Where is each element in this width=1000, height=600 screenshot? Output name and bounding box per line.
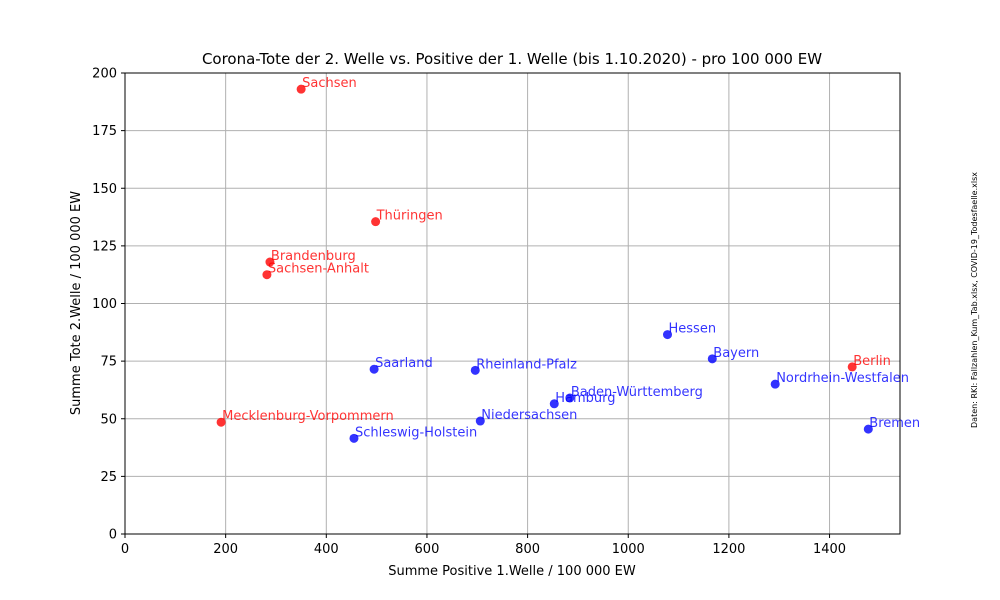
data-point <box>216 417 226 427</box>
data-point <box>549 399 559 409</box>
point-label: Hamburg <box>555 391 615 406</box>
data-point <box>475 416 485 426</box>
data-point <box>565 393 575 403</box>
point-label: Baden-Württemberg <box>571 385 703 400</box>
y-tick-label: 0 <box>109 528 117 543</box>
y-tick-label: 150 <box>92 182 117 197</box>
y-tick-label: 175 <box>92 124 117 139</box>
point-label: Rheinland-Pfalz <box>476 357 577 372</box>
grid <box>124 72 900 535</box>
data-point <box>707 354 717 364</box>
point-label: Nordrhein-Westfalen <box>776 371 909 386</box>
y-tick-label: 200 <box>92 67 117 82</box>
point-label: Berlin <box>853 354 891 369</box>
y-axis-label: Summe Tote 2.Welle / 100 000 EW <box>69 191 84 415</box>
point-label: Bremen <box>869 416 920 431</box>
data-point <box>296 84 306 94</box>
data-point <box>349 433 359 443</box>
y-axis: 0 25 50 75 100 125 150 175 200 <box>92 67 125 543</box>
data-point <box>265 257 275 267</box>
x-tick-label: 600 <box>415 542 440 557</box>
data-point <box>369 364 379 374</box>
x-tick-label: 200 <box>213 542 238 557</box>
chart-title: Corona-Tote der 2. Welle vs. Positive de… <box>202 50 822 68</box>
y-tick-label: 125 <box>92 239 117 254</box>
y-tick-label: 100 <box>92 297 117 312</box>
x-tick-label: 1000 <box>612 542 645 557</box>
x-axis-label: Summe Positive 1.Welle / 100 000 EW <box>388 564 636 579</box>
x-tick-label: 0 <box>121 542 129 557</box>
point-label: Bayern <box>713 346 759 361</box>
data-point <box>663 330 672 340</box>
data-point <box>770 379 780 389</box>
point-label: Brandenburg <box>271 249 356 264</box>
point-label: Sachsen-Anhalt <box>268 262 369 277</box>
x-tick-label: 1400 <box>813 542 846 557</box>
data-point <box>863 424 873 434</box>
y-tick-label: 50 <box>100 412 117 427</box>
point-label: Saarland <box>375 356 433 371</box>
x-tick-label: 400 <box>314 542 339 557</box>
data-point <box>847 362 857 372</box>
point-label: Thüringen <box>376 209 443 224</box>
x-tick-label: 800 <box>515 542 540 557</box>
point-label: Hessen <box>669 322 717 337</box>
y-tick-label: 25 <box>100 470 117 485</box>
source-note: Daten: RKI: Fallzahlen_Kum_Tab.xlsx, COV… <box>970 172 979 428</box>
data-points: Sachsen Thüringen BrandenburgSachsen-Anhal… <box>216 76 920 443</box>
data-point <box>371 217 381 227</box>
data-point <box>470 365 480 375</box>
y-tick-label: 75 <box>100 355 117 370</box>
x-tick-label: 1200 <box>712 542 745 557</box>
point-label: Sachsen <box>302 76 357 91</box>
point-label: Niedersachsen <box>481 408 577 423</box>
data-point <box>262 270 272 280</box>
point-label: Schleswig-Holstein <box>355 425 477 440</box>
point-label: Mecklenburg-Vorpommern <box>222 409 394 424</box>
x-axis: 0 200 400 600 800 1000 1200 1400 <box>121 534 846 557</box>
